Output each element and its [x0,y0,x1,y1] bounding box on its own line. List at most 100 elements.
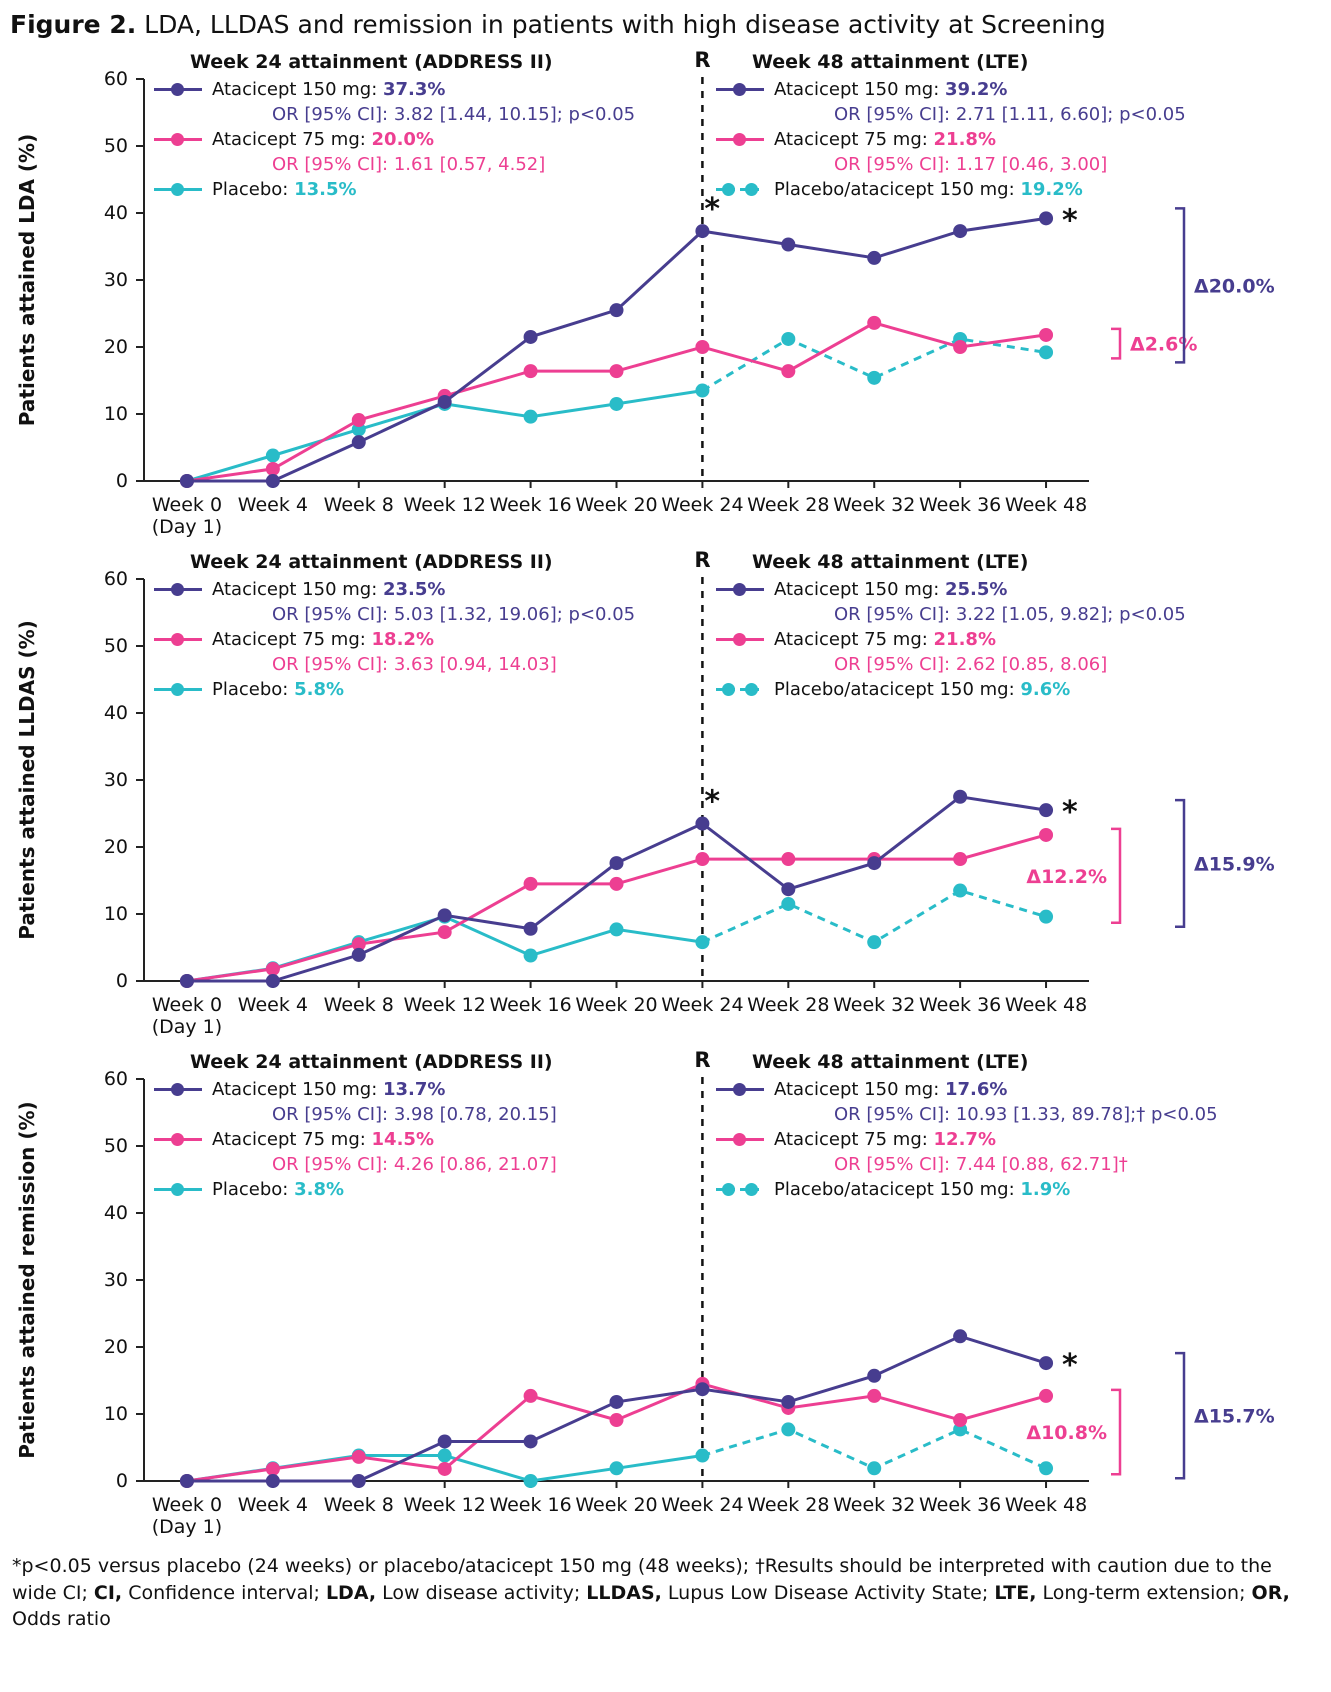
svg-text:Week 4: Week 4 [238,994,308,1016]
legend-entry-value: 21.8% [933,129,996,150]
legend-title: Week 24 attainment (ADDRESS II) [190,551,553,573]
series-atacicept-150-mg [179,789,1054,988]
svg-text:0: 0 [116,1470,128,1492]
series-placebo-atacicept-150-mg [179,883,1054,988]
legend-entry-label: Atacicept 75 mg: [212,1129,372,1150]
placebo-atacicept-dashed-marker-icon [716,1183,764,1196]
svg-text:Week 48: Week 48 [1005,1494,1087,1516]
or-ci-line: OR [95% CI]: 2.62 [0.85, 8.06] [834,654,1108,675]
significance-star: * [1062,795,1078,830]
svg-text:Week 36: Week 36 [919,494,1001,516]
svg-text:Week 36: Week 36 [919,1494,1001,1516]
svg-text:Week 28: Week 28 [747,494,829,516]
lda-legend-week24: Week 24 attainment (ADDRESS II) Atacicep… [154,51,635,202]
svg-text:50: 50 [104,1135,128,1157]
svg-text:10: 10 [104,1403,128,1425]
svg-text:Week 20: Week 20 [575,1494,657,1516]
lldas-legend-week48: Week 48 attainment (LTE) Atacicept 150 m… [716,551,1186,702]
svg-text:Week 4: Week 4 [238,1494,308,1516]
placebo-marker-icon [154,183,202,196]
svg-text:60: 60 [104,68,128,90]
lda-legend-week48: Week 48 attainment (LTE) Atacicept 150 m… [716,51,1186,202]
series-atacicept-150-mg [179,211,1054,488]
legend-entry-label: Placebo/atacicept 150 mg: [774,679,1021,700]
atacicept-150-marker-icon [716,83,764,96]
legend-entry-atacicept-150: Atacicept 150 mg: 13.7% [154,1077,557,1102]
y-axis-title: Patients attained LDA (%) [15,134,39,426]
svg-text:10: 10 [104,403,128,425]
legend-title: Week 48 attainment (LTE) [752,551,1029,573]
legend-entry-label: Placebo: [212,1179,295,1200]
legend-entry-value: 3.8% [294,1179,345,1200]
svg-text:Week 36: Week 36 [919,994,1001,1016]
svg-text:Week 24: Week 24 [661,494,743,516]
randomization-label: R [694,548,710,572]
svg-text:Week 20: Week 20 [575,994,657,1016]
legend-entry-atacicept-150: Atacicept 150 mg: 23.5% [154,577,635,602]
legend-entry-atacicept-150: Atacicept 150 mg: 25.5% [716,577,1186,602]
legend-entry-text: Atacicept 150 mg: 37.3% [212,79,445,100]
legend-entry-text: Atacicept 150 mg: 17.6% [774,1079,1007,1100]
svg-text:Week 8: Week 8 [324,1494,394,1516]
svg-text:0: 0 [116,970,128,992]
remission-legend-week24: Week 24 attainment (ADDRESS II) Atacicep… [154,1051,557,1202]
svg-text:Week 12: Week 12 [404,494,486,516]
axes [136,578,1089,988]
svg-text:Week 8: Week 8 [324,494,394,516]
footnote-segment: CI, [93,1581,123,1604]
y-axis-title: Patients attained remission (%) [15,1101,39,1458]
legend-entry-value: 21.8% [933,629,996,650]
legend-entry-value: 13.5% [294,179,357,200]
legend-entry-label: Atacicept 150 mg: [774,579,945,600]
legend-entry-placebo: Placebo: 3.8% [154,1177,557,1202]
footnote-segment: Low disease activity; [376,1581,587,1604]
footnote-segment: Lupus Low Disease Activity State; [661,1581,995,1604]
svg-text:20: 20 [104,336,128,358]
remission-legend-week48: Week 48 attainment (LTE) Atacicept 150 m… [716,1051,1218,1202]
or-ci-line: OR [95% CI]: 3.82 [1.44, 10.15]; p<0.05 [272,104,636,125]
placebo-atacicept-dashed-marker-icon [716,683,764,696]
svg-text:Week 48: Week 48 [1005,994,1087,1016]
delta-label: Δ15.9% [1194,853,1275,875]
footnote-segment: LTE, [994,1581,1037,1604]
delta-label: Δ2.6% [1130,334,1197,356]
legend-entry-text: Atacicept 150 mg: 39.2% [774,79,1007,100]
delta-label: Δ12.2% [1026,866,1107,888]
legend-title: Week 48 attainment (LTE) [752,1051,1029,1073]
legend-entry-value: 20.0% [371,129,434,150]
chart-section-lldas: 0 10 20 30 40 50 60 Week 0 Week 4 Week 8 Week 12 We… [4,541,1328,1041]
svg-text:Week 0: Week 0 [152,1494,222,1516]
footnote-segment: Odds ratio [12,1608,111,1631]
legend-entry-atacicept-75: Atacicept 75 mg: 21.8% [716,127,1186,152]
atacicept-75-marker-icon [716,133,764,146]
svg-text:(Day 1): (Day 1) [152,1516,222,1538]
footnote-segment: *p<0.05 versus placebo (24 weeks) or pla… [12,1555,1272,1604]
placebo-marker-icon [154,1183,202,1196]
legend-entry-label: Atacicept 150 mg: [212,579,383,600]
legend-entry-value: 37.3% [382,79,446,100]
or-ci-line: OR [95% CI]: 1.61 [0.57, 4.52] [272,154,546,175]
svg-text:Week 8: Week 8 [324,994,394,1016]
svg-text:40: 40 [104,1202,128,1224]
or-ci-line: OR [95% CI]: 3.22 [1.05, 9.82]; p<0.05 [834,604,1186,625]
legend-entry-atacicept-75: Atacicept 75 mg: 14.5% [154,1127,557,1152]
svg-text:Week 48: Week 48 [1005,494,1087,516]
legend-entry-value: 1.9% [1020,1179,1071,1200]
footnote-segment: LLDAS, [586,1581,662,1604]
svg-text:Week 24: Week 24 [661,994,743,1016]
svg-text:Week 4: Week 4 [238,494,308,516]
footnote-segment: LDA, [325,1581,377,1604]
legend-entry-text: Placebo: 5.8% [212,679,344,700]
or-ci-line: OR [95% CI]: 4.26 [0.86, 21.07] [272,1154,557,1175]
svg-text:Week 16: Week 16 [489,494,571,516]
series-placebo-atacicept-150-mg [179,1422,1054,1488]
legend-entry-value: 14.5% [371,1129,434,1150]
svg-text:Week 0: Week 0 [152,494,222,516]
legend-entry-label: Atacicept 75 mg: [774,629,934,650]
svg-text:Week 12: Week 12 [404,994,486,1016]
legend-entry-text: Atacicept 150 mg: 13.7% [212,1079,445,1100]
legend-entry-label: Placebo: [212,679,295,700]
